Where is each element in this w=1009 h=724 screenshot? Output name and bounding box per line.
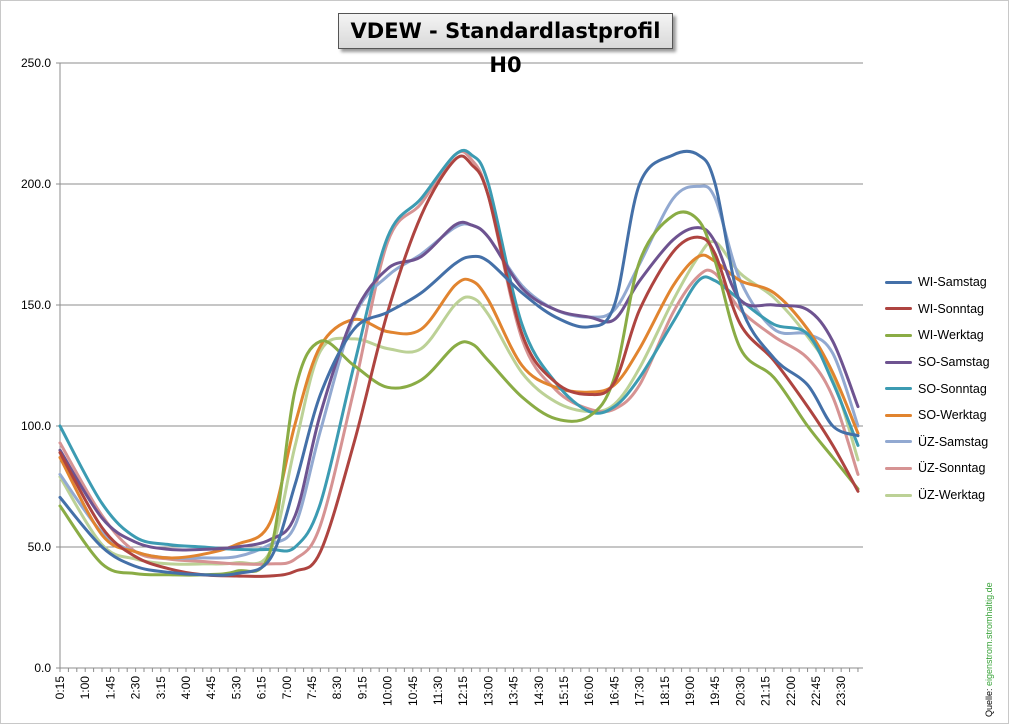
legend-label: ÜZ-Sonntag	[918, 461, 986, 476]
x-tick-label: 14:30	[532, 676, 546, 706]
legend-item: ÜZ-Werktag	[885, 482, 990, 509]
legend-label: WI-Sonntag	[918, 301, 985, 316]
x-tick-label: 13:00	[481, 676, 495, 706]
series-line-wi-samstag	[58, 149, 860, 577]
series-line-wi-werktag	[58, 210, 860, 577]
source-credit: Quelle: eigenstrom.stromhaltig.de	[984, 582, 994, 717]
legend-item: SO-Samstag	[885, 349, 990, 376]
x-tick-label: 7:00	[280, 676, 294, 700]
legend: WI-Samstag WI-Sonntag WI-Werktag SO-Samstag…	[885, 269, 990, 508]
legend-item: WI-Samstag	[885, 269, 990, 296]
x-tick-label: 18:15	[658, 676, 672, 706]
y-tick-label: 0.0	[34, 661, 51, 675]
x-tick-label: 15:15	[557, 676, 571, 706]
x-tick-label: 21:15	[759, 676, 773, 706]
legend-item: ÜZ-Samstag	[885, 429, 990, 456]
legend-swatch	[885, 333, 912, 337]
x-tick-label: 1:00	[78, 676, 92, 700]
x-tick-label: 8:30	[330, 676, 344, 700]
series-line-so-samstag	[58, 220, 860, 552]
x-tick-label: 23:30	[834, 676, 848, 706]
legend-swatch	[885, 440, 912, 444]
x-tick-label: 9:15	[355, 676, 369, 700]
legend-swatch	[885, 493, 912, 497]
x-tick-label: 19:00	[683, 676, 697, 706]
legend-item: ÜZ-Sonntag	[885, 455, 990, 482]
x-tick-label: 22:45	[809, 676, 823, 706]
x-tick-label: 20:30	[733, 676, 747, 706]
x-tick-label: 19:45	[708, 676, 722, 706]
x-tick-label: 16:00	[582, 676, 596, 706]
x-tick-label: 4:00	[179, 676, 193, 700]
x-tick-label: 11:30	[431, 676, 445, 705]
y-tick-label: 100.0	[21, 419, 51, 433]
x-tick-label: 7:45	[305, 676, 319, 700]
legend-swatch	[885, 307, 912, 311]
series-line-uez-sonntag	[58, 149, 860, 566]
legend-label: WI-Werktag	[918, 328, 984, 343]
y-tick-label: 150.0	[21, 298, 51, 312]
x-tick-label: 10:45	[406, 676, 420, 706]
legend-item: WI-Werktag	[885, 322, 990, 349]
series-line-uez-werktag	[58, 240, 860, 566]
x-tick-label: 22:00	[784, 676, 798, 706]
legend-label: SO-Sonntag	[918, 381, 987, 396]
source-brand: eigenstrom.stromhaltig.de	[984, 582, 994, 686]
x-tick-label: 6:15	[255, 676, 269, 700]
series-line-so-sonntag	[58, 148, 860, 553]
legend-swatch	[885, 360, 912, 364]
x-tick-label: 17:30	[633, 676, 647, 706]
legend-label: SO-Werktag	[918, 408, 987, 423]
x-tick-label: 1:45	[103, 676, 117, 700]
legend-label: SO-Samstag	[918, 355, 990, 370]
legend-item: SO-Sonntag	[885, 375, 990, 402]
x-tick-label: 12:15	[456, 676, 470, 706]
y-tick-label: 50.0	[28, 540, 52, 554]
legend-item: SO-Werktag	[885, 402, 990, 429]
x-tick-label: 4:45	[204, 676, 218, 700]
x-tick-label: 3:15	[154, 676, 168, 700]
legend-item: WI-Sonntag	[885, 296, 990, 323]
legend-swatch	[885, 387, 912, 391]
chart-title: VDEW - Standardlastprofil H0	[338, 13, 673, 77]
series-line-wi-sonntag	[58, 154, 860, 578]
y-tick-label: 200.0	[21, 177, 51, 191]
legend-label: ÜZ-Werktag	[918, 488, 986, 503]
series-line-uez-samstag	[58, 184, 860, 560]
legend-label: WI-Samstag	[918, 275, 987, 290]
x-tick-label: 16:45	[607, 676, 621, 706]
y-tick-label: 250.0	[21, 56, 51, 70]
x-tick-label: 2:30	[129, 676, 143, 700]
source-label: Quelle:	[984, 685, 994, 717]
legend-swatch	[885, 413, 912, 417]
legend-label: ÜZ-Samstag	[918, 434, 989, 449]
x-tick-label: 13:45	[507, 676, 521, 706]
legend-swatch	[885, 280, 912, 284]
x-tick-label: 10:00	[381, 676, 395, 706]
legend-swatch	[885, 466, 912, 470]
x-tick-label: 5:30	[229, 676, 243, 700]
x-tick-label: 0:15	[53, 676, 67, 700]
